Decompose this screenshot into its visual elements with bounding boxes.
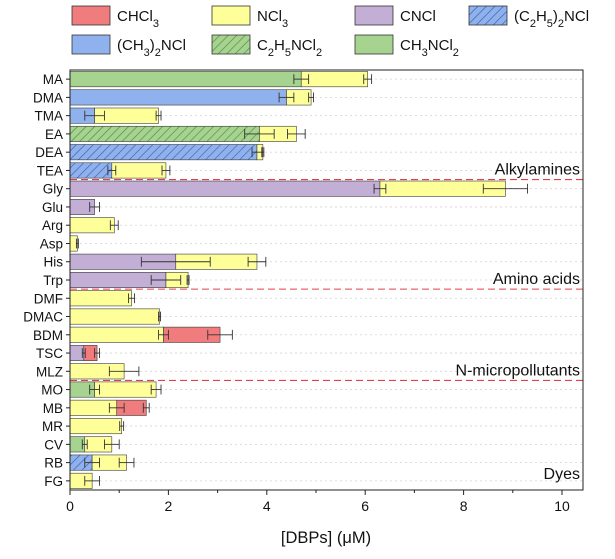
x-tick-label-2: 2	[165, 498, 173, 514]
x-tick-label-0: 0	[66, 498, 74, 514]
y-label-gly: Gly	[43, 182, 64, 197]
bar-tsc-cncl	[69, 345, 85, 362]
bar-mr-ncl3	[69, 418, 122, 435]
x-tick-label-6: 6	[361, 498, 369, 514]
y-label-dea: DEA	[35, 145, 63, 160]
y-label-dmf: DMF	[34, 291, 63, 306]
legend-label-ch3_2ncl: (CH3)2NCl	[117, 37, 186, 59]
y-label-ea: EA	[45, 127, 63, 142]
bar-ma-ncl3	[300, 71, 368, 88]
bar-dma-ch3_2ncl	[69, 89, 287, 106]
y-label-fg: FG	[44, 474, 63, 489]
error-bars	[75, 74, 529, 486]
y-label-tsc: TSC	[36, 346, 63, 361]
bar-tea-ncl3	[111, 162, 167, 179]
group-label-alkylamines: Alkylamines	[495, 162, 580, 179]
group-labels: Alkylamines Amino acids N-micropollutants D…	[456, 162, 580, 483]
y-label-tma: TMA	[35, 109, 64, 124]
legend-swatch-c2h5ncl2	[211, 34, 251, 55]
axes: 0 2 4 6 8 10 MA DMA TMA EA DEA TEA Gly Glu Arg Asp His Tr…	[23, 69, 584, 514]
y-label-mr: MR	[42, 419, 63, 434]
bar-mo-ncl3	[94, 381, 157, 398]
y-label-dmac: DMAC	[23, 310, 63, 325]
bar-ea-c2h5ncl2	[69, 125, 260, 142]
group-dividers	[70, 179, 583, 381]
y-label-dma: DMA	[33, 90, 63, 105]
legend-swatch-chcl3	[71, 5, 111, 26]
legend-swatch-cncl	[354, 5, 394, 26]
y-label-glu: Glu	[42, 200, 63, 215]
x-tick-label-10: 10	[554, 498, 570, 514]
x-axis-title: [DBPs] (μM)	[281, 529, 371, 547]
y-label-ma: MA	[43, 72, 63, 87]
group-label-amino-acids: Amino acids	[493, 271, 580, 288]
legend-label-ncl3: NCl3	[257, 8, 288, 30]
x-tick-label-4: 4	[263, 498, 271, 514]
group-label-dyes: Dyes	[544, 466, 580, 483]
bar-ma-ch3ncl2	[69, 71, 302, 88]
y-label-mo: MO	[41, 383, 63, 398]
y-label-tea: TEA	[37, 163, 63, 178]
y-label-arg: Arg	[42, 218, 63, 233]
legend-label-chcl3: CHCl3	[117, 8, 159, 30]
y-label-mlz: MLZ	[36, 364, 63, 379]
group-label-n-micropollutants: N-micropollutants	[456, 362, 580, 379]
y-label-cv: CV	[44, 437, 63, 452]
bar-gly-cncl	[69, 180, 381, 197]
bar-dea-c2h5_2ncl	[69, 144, 258, 161]
x-tick-label-8: 8	[460, 498, 468, 514]
bar-series	[69, 71, 506, 489]
legend-label-c2h5_2ncl: (C2H5)2NCl	[514, 8, 589, 30]
bar-arg-ncl3	[69, 217, 115, 234]
legend-swatch-ncl3	[211, 5, 251, 26]
legend-swatch-c2h5_2ncl	[468, 5, 508, 26]
legend-label-c2h5ncl2: C2H5NCl2	[257, 37, 322, 59]
chart-legend: CHCl3 NCl3 CNCl (C2H5)2NCl (CH3)2NCl C2H5NCl2…	[71, 5, 589, 59]
legend-label-cncl: CNCl	[400, 8, 436, 25]
legend-swatch-ch3_2ncl	[71, 34, 111, 55]
bar-bdm-ncl3	[69, 326, 164, 343]
y-label-his: His	[44, 255, 64, 270]
y-label-rb: RB	[44, 456, 63, 471]
bar-tea-c2h5_2ncl	[69, 162, 113, 179]
legend-swatch-ch3ncl2	[354, 34, 394, 55]
y-label-asp: Asp	[40, 236, 63, 251]
bar-dmac-ncl3	[69, 308, 160, 325]
bar-dmf-ncl3	[69, 290, 132, 307]
y-label-mb: MB	[43, 401, 63, 416]
legend-label-ch3ncl2: CH3NCl2	[400, 37, 459, 59]
y-label-trp: Trp	[43, 273, 63, 288]
y-label-bdm: BDM	[33, 328, 63, 343]
